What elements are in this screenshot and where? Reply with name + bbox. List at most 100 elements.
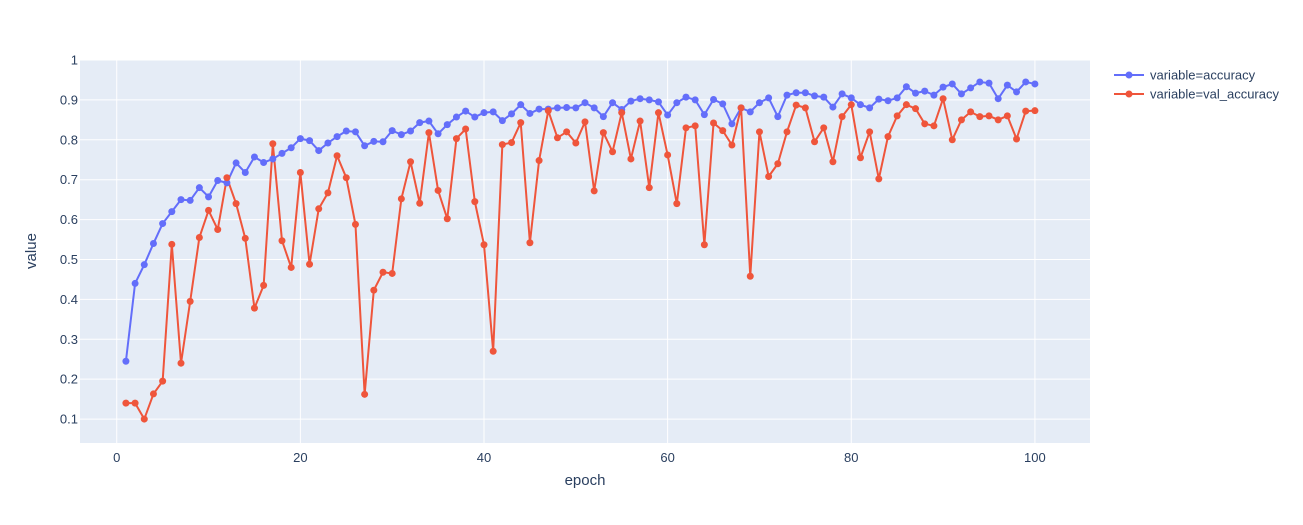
data-point-val-accuracy[interactable] (131, 399, 139, 407)
data-point-accuracy[interactable] (801, 89, 809, 97)
data-point-accuracy[interactable] (361, 142, 369, 150)
data-point-val-accuracy[interactable] (168, 240, 176, 248)
data-point-val-accuracy[interactable] (572, 139, 580, 147)
data-point-accuracy[interactable] (682, 93, 690, 101)
data-point-val-accuracy[interactable] (260, 281, 268, 289)
data-point-accuracy[interactable] (994, 95, 1002, 103)
data-point-val-accuracy[interactable] (783, 128, 791, 136)
data-point-accuracy[interactable] (379, 138, 387, 146)
data-point-accuracy[interactable] (260, 159, 268, 167)
data-point-accuracy[interactable] (306, 137, 314, 145)
data-point-accuracy[interactable] (269, 155, 277, 163)
data-point-accuracy[interactable] (645, 96, 653, 104)
data-point-val-accuracy[interactable] (691, 122, 699, 130)
data-point-val-accuracy[interactable] (976, 113, 984, 121)
data-point-val-accuracy[interactable] (618, 109, 626, 117)
data-point-val-accuracy[interactable] (902, 101, 910, 109)
data-point-accuracy[interactable] (691, 96, 699, 104)
data-point-accuracy[interactable] (425, 117, 433, 125)
data-point-accuracy[interactable] (333, 133, 341, 141)
data-point-val-accuracy[interactable] (397, 195, 405, 203)
data-point-val-accuracy[interactable] (967, 108, 975, 116)
data-point-val-accuracy[interactable] (535, 157, 543, 165)
data-point-accuracy[interactable] (342, 127, 350, 135)
data-point-accuracy[interactable] (214, 176, 222, 184)
data-point-val-accuracy[interactable] (407, 158, 415, 166)
data-point-accuracy[interactable] (765, 94, 773, 102)
data-point-val-accuracy[interactable] (856, 154, 864, 162)
data-point-val-accuracy[interactable] (654, 109, 662, 117)
data-point-val-accuracy[interactable] (1003, 112, 1011, 120)
data-point-val-accuracy[interactable] (774, 160, 782, 168)
data-point-accuracy[interactable] (535, 105, 543, 113)
data-point-accuracy[interactable] (755, 99, 763, 107)
data-point-val-accuracy[interactable] (553, 134, 561, 142)
data-point-val-accuracy[interactable] (342, 174, 350, 182)
data-point-val-accuracy[interactable] (434, 186, 442, 194)
data-point-accuracy[interactable] (517, 101, 525, 109)
data-point-val-accuracy[interactable] (636, 117, 644, 125)
data-point-val-accuracy[interactable] (177, 359, 185, 367)
data-point-accuracy[interactable] (609, 99, 617, 107)
data-point-val-accuracy[interactable] (296, 169, 304, 177)
data-point-val-accuracy[interactable] (590, 187, 598, 195)
data-point-val-accuracy[interactable] (811, 138, 819, 146)
data-point-val-accuracy[interactable] (728, 141, 736, 149)
data-point-accuracy[interactable] (324, 139, 332, 147)
data-point-accuracy[interactable] (131, 279, 139, 287)
data-point-val-accuracy[interactable] (462, 125, 470, 133)
data-point-val-accuracy[interactable] (517, 119, 525, 127)
data-point-accuracy[interactable] (388, 127, 396, 135)
data-point-accuracy[interactable] (159, 220, 167, 228)
data-point-val-accuracy[interactable] (1031, 107, 1039, 115)
data-point-accuracy[interactable] (847, 94, 855, 102)
data-point-val-accuracy[interactable] (498, 141, 506, 149)
data-point-val-accuracy[interactable] (682, 124, 690, 132)
data-point-val-accuracy[interactable] (471, 198, 479, 206)
data-point-accuracy[interactable] (480, 109, 488, 117)
legend-item-val-accuracy[interactable]: variable=val_accuracy (1114, 87, 1279, 102)
data-point-accuracy[interactable] (250, 153, 258, 161)
data-point-val-accuracy[interactable] (1013, 135, 1021, 143)
data-point-val-accuracy[interactable] (480, 241, 488, 249)
data-point-accuracy[interactable] (967, 84, 975, 92)
data-point-val-accuracy[interactable] (893, 112, 901, 120)
data-point-val-accuracy[interactable] (609, 148, 617, 156)
data-point-val-accuracy[interactable] (755, 128, 763, 136)
data-point-accuracy[interactable] (673, 99, 681, 107)
data-point-val-accuracy[interactable] (921, 120, 929, 128)
data-point-val-accuracy[interactable] (214, 226, 222, 234)
data-point-accuracy[interactable] (1031, 80, 1039, 88)
data-point-val-accuracy[interactable] (957, 116, 965, 124)
data-point-val-accuracy[interactable] (333, 152, 341, 160)
data-point-accuracy[interactable] (287, 144, 295, 152)
data-point-accuracy[interactable] (498, 117, 506, 125)
data-point-accuracy[interactable] (820, 93, 828, 101)
data-point-val-accuracy[interactable] (948, 136, 956, 144)
data-point-val-accuracy[interactable] (912, 105, 920, 113)
data-point-val-accuracy[interactable] (250, 304, 258, 312)
data-point-val-accuracy[interactable] (801, 104, 809, 112)
data-point-val-accuracy[interactable] (452, 135, 460, 143)
data-point-val-accuracy[interactable] (1022, 107, 1030, 115)
data-point-accuracy[interactable] (792, 89, 800, 97)
data-point-accuracy[interactable] (930, 91, 938, 99)
data-point-accuracy[interactable] (205, 193, 213, 201)
data-point-accuracy[interactable] (452, 113, 460, 121)
data-point-val-accuracy[interactable] (581, 118, 589, 126)
data-point-val-accuracy[interactable] (563, 128, 571, 136)
data-point-val-accuracy[interactable] (287, 263, 295, 271)
data-point-accuracy[interactable] (654, 98, 662, 106)
data-point-val-accuracy[interactable] (700, 241, 708, 249)
data-point-accuracy[interactable] (407, 127, 415, 135)
data-point-accuracy[interactable] (627, 97, 635, 105)
data-point-val-accuracy[interactable] (875, 175, 883, 183)
data-point-val-accuracy[interactable] (122, 399, 130, 407)
data-point-accuracy[interactable] (875, 95, 883, 103)
data-point-val-accuracy[interactable] (673, 200, 681, 208)
data-point-val-accuracy[interactable] (140, 415, 148, 423)
data-point-val-accuracy[interactable] (370, 286, 378, 294)
data-point-accuracy[interactable] (223, 179, 231, 187)
data-point-accuracy[interactable] (948, 80, 956, 88)
data-point-val-accuracy[interactable] (526, 239, 534, 247)
